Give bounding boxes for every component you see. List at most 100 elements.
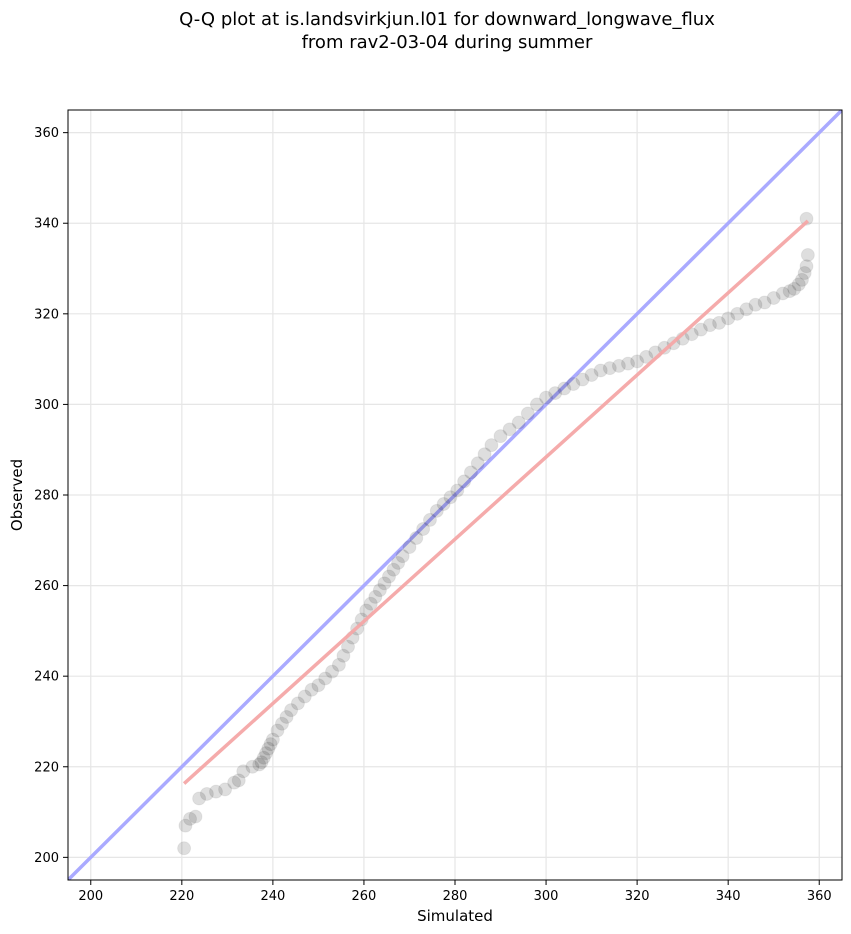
quantile-point <box>297 689 312 704</box>
quantile-point <box>341 639 356 654</box>
quantile-point <box>621 356 636 371</box>
quantile-point <box>739 302 754 317</box>
quantile-point <box>368 589 383 604</box>
y-tick-label: 200 <box>34 851 59 866</box>
quantile-point <box>757 295 772 310</box>
quantile-point <box>416 521 431 536</box>
quantile-point <box>602 361 617 376</box>
quantile-point <box>372 583 387 598</box>
quantile-point <box>429 503 444 518</box>
quantile-point <box>263 737 278 752</box>
quantile-point <box>177 841 192 856</box>
quantile-point <box>422 512 437 527</box>
quantile-point <box>548 386 563 401</box>
quantile-point <box>639 349 654 364</box>
quantile-point <box>409 531 424 546</box>
quantile-point <box>611 358 626 373</box>
quantile-point <box>712 315 727 330</box>
x-tick-label: 280 <box>443 889 468 904</box>
y-tick-label: 360 <box>34 126 59 141</box>
quantile-point <box>279 709 294 724</box>
plot-area <box>68 110 842 880</box>
x-tick-label: 360 <box>807 889 832 904</box>
quantile-point <box>261 741 276 756</box>
quantile-point <box>529 397 544 412</box>
quantile-point <box>463 465 478 480</box>
x-tick-label: 240 <box>260 889 285 904</box>
quantile-point <box>218 782 233 797</box>
quantile-point <box>188 809 203 824</box>
quantile-point <box>511 415 526 430</box>
quantile-point <box>630 354 645 369</box>
quantile-point <box>799 211 814 226</box>
quantile-point <box>318 671 333 686</box>
quantile-point <box>470 456 485 471</box>
quantile-point <box>252 757 267 772</box>
quantile-point <box>797 266 812 281</box>
quantile-point <box>748 297 763 312</box>
quantile-point <box>377 576 392 591</box>
quantile-point <box>199 786 214 801</box>
quantile-point <box>791 277 806 292</box>
quantile-point <box>800 247 815 262</box>
quantile-point <box>227 775 242 790</box>
x-tick-label: 260 <box>352 889 377 904</box>
quantile-point <box>557 381 572 396</box>
quantile-point <box>331 657 346 672</box>
quantile-point <box>183 811 198 826</box>
quantile-point <box>284 703 299 718</box>
quantile-point <box>450 483 465 498</box>
quantile-point <box>443 490 458 505</box>
quantile-point <box>265 732 280 747</box>
quantile-point <box>192 791 207 806</box>
quantile-point <box>593 363 608 378</box>
quantile-point <box>799 259 814 274</box>
quantile-point <box>325 664 340 679</box>
y-tick-label: 300 <box>34 398 59 413</box>
quantile-point <box>290 696 305 711</box>
y-tick-label: 260 <box>34 579 59 594</box>
quantile-point <box>457 474 472 489</box>
quantile-point <box>363 596 378 611</box>
quantile-point <box>336 648 351 663</box>
chart-title-line2: from rav2-03-04 during summer <box>302 32 593 53</box>
quantile-point <box>520 406 535 421</box>
quantile-point <box>270 723 285 738</box>
quantile-point <box>584 367 599 382</box>
quantile-point <box>395 549 410 564</box>
chart-title-line1: Q-Q plot at is.landsvirkjun.l01 for down… <box>179 9 715 30</box>
quantile-point <box>245 759 260 774</box>
x-tick-label: 200 <box>78 889 103 904</box>
quantile-point <box>391 555 406 570</box>
y-tick-label: 340 <box>34 217 59 232</box>
y-tick-label: 240 <box>34 670 59 685</box>
plot-frame <box>67 109 843 881</box>
quantile-point <box>766 290 781 305</box>
quantile-point <box>304 682 319 697</box>
quantile-point <box>386 562 401 577</box>
quantile-point <box>566 377 581 392</box>
quantile-point <box>254 755 269 770</box>
quantile-point <box>436 497 451 512</box>
x-tick-label: 300 <box>534 889 559 904</box>
y-axis-label: Observed <box>8 459 26 531</box>
quantile-point <box>782 284 797 299</box>
quantile-point <box>794 272 809 287</box>
quantile-point <box>381 569 396 584</box>
quantile-point <box>721 311 736 326</box>
quantile-point <box>484 438 499 453</box>
quantile-point <box>539 390 554 405</box>
x-tick-label: 320 <box>625 889 650 904</box>
quantile-point <box>493 429 508 444</box>
y-tick-label: 220 <box>34 760 59 775</box>
y-tick-label: 320 <box>34 307 59 322</box>
y-tick-label: 280 <box>34 489 59 504</box>
quantile-point <box>274 716 289 731</box>
quantile-point <box>477 447 492 462</box>
x-tick-label: 340 <box>716 889 741 904</box>
quantile-point <box>178 818 193 833</box>
quantile-point <box>702 318 717 333</box>
quantile-point <box>693 322 708 337</box>
identity-line <box>68 110 842 880</box>
